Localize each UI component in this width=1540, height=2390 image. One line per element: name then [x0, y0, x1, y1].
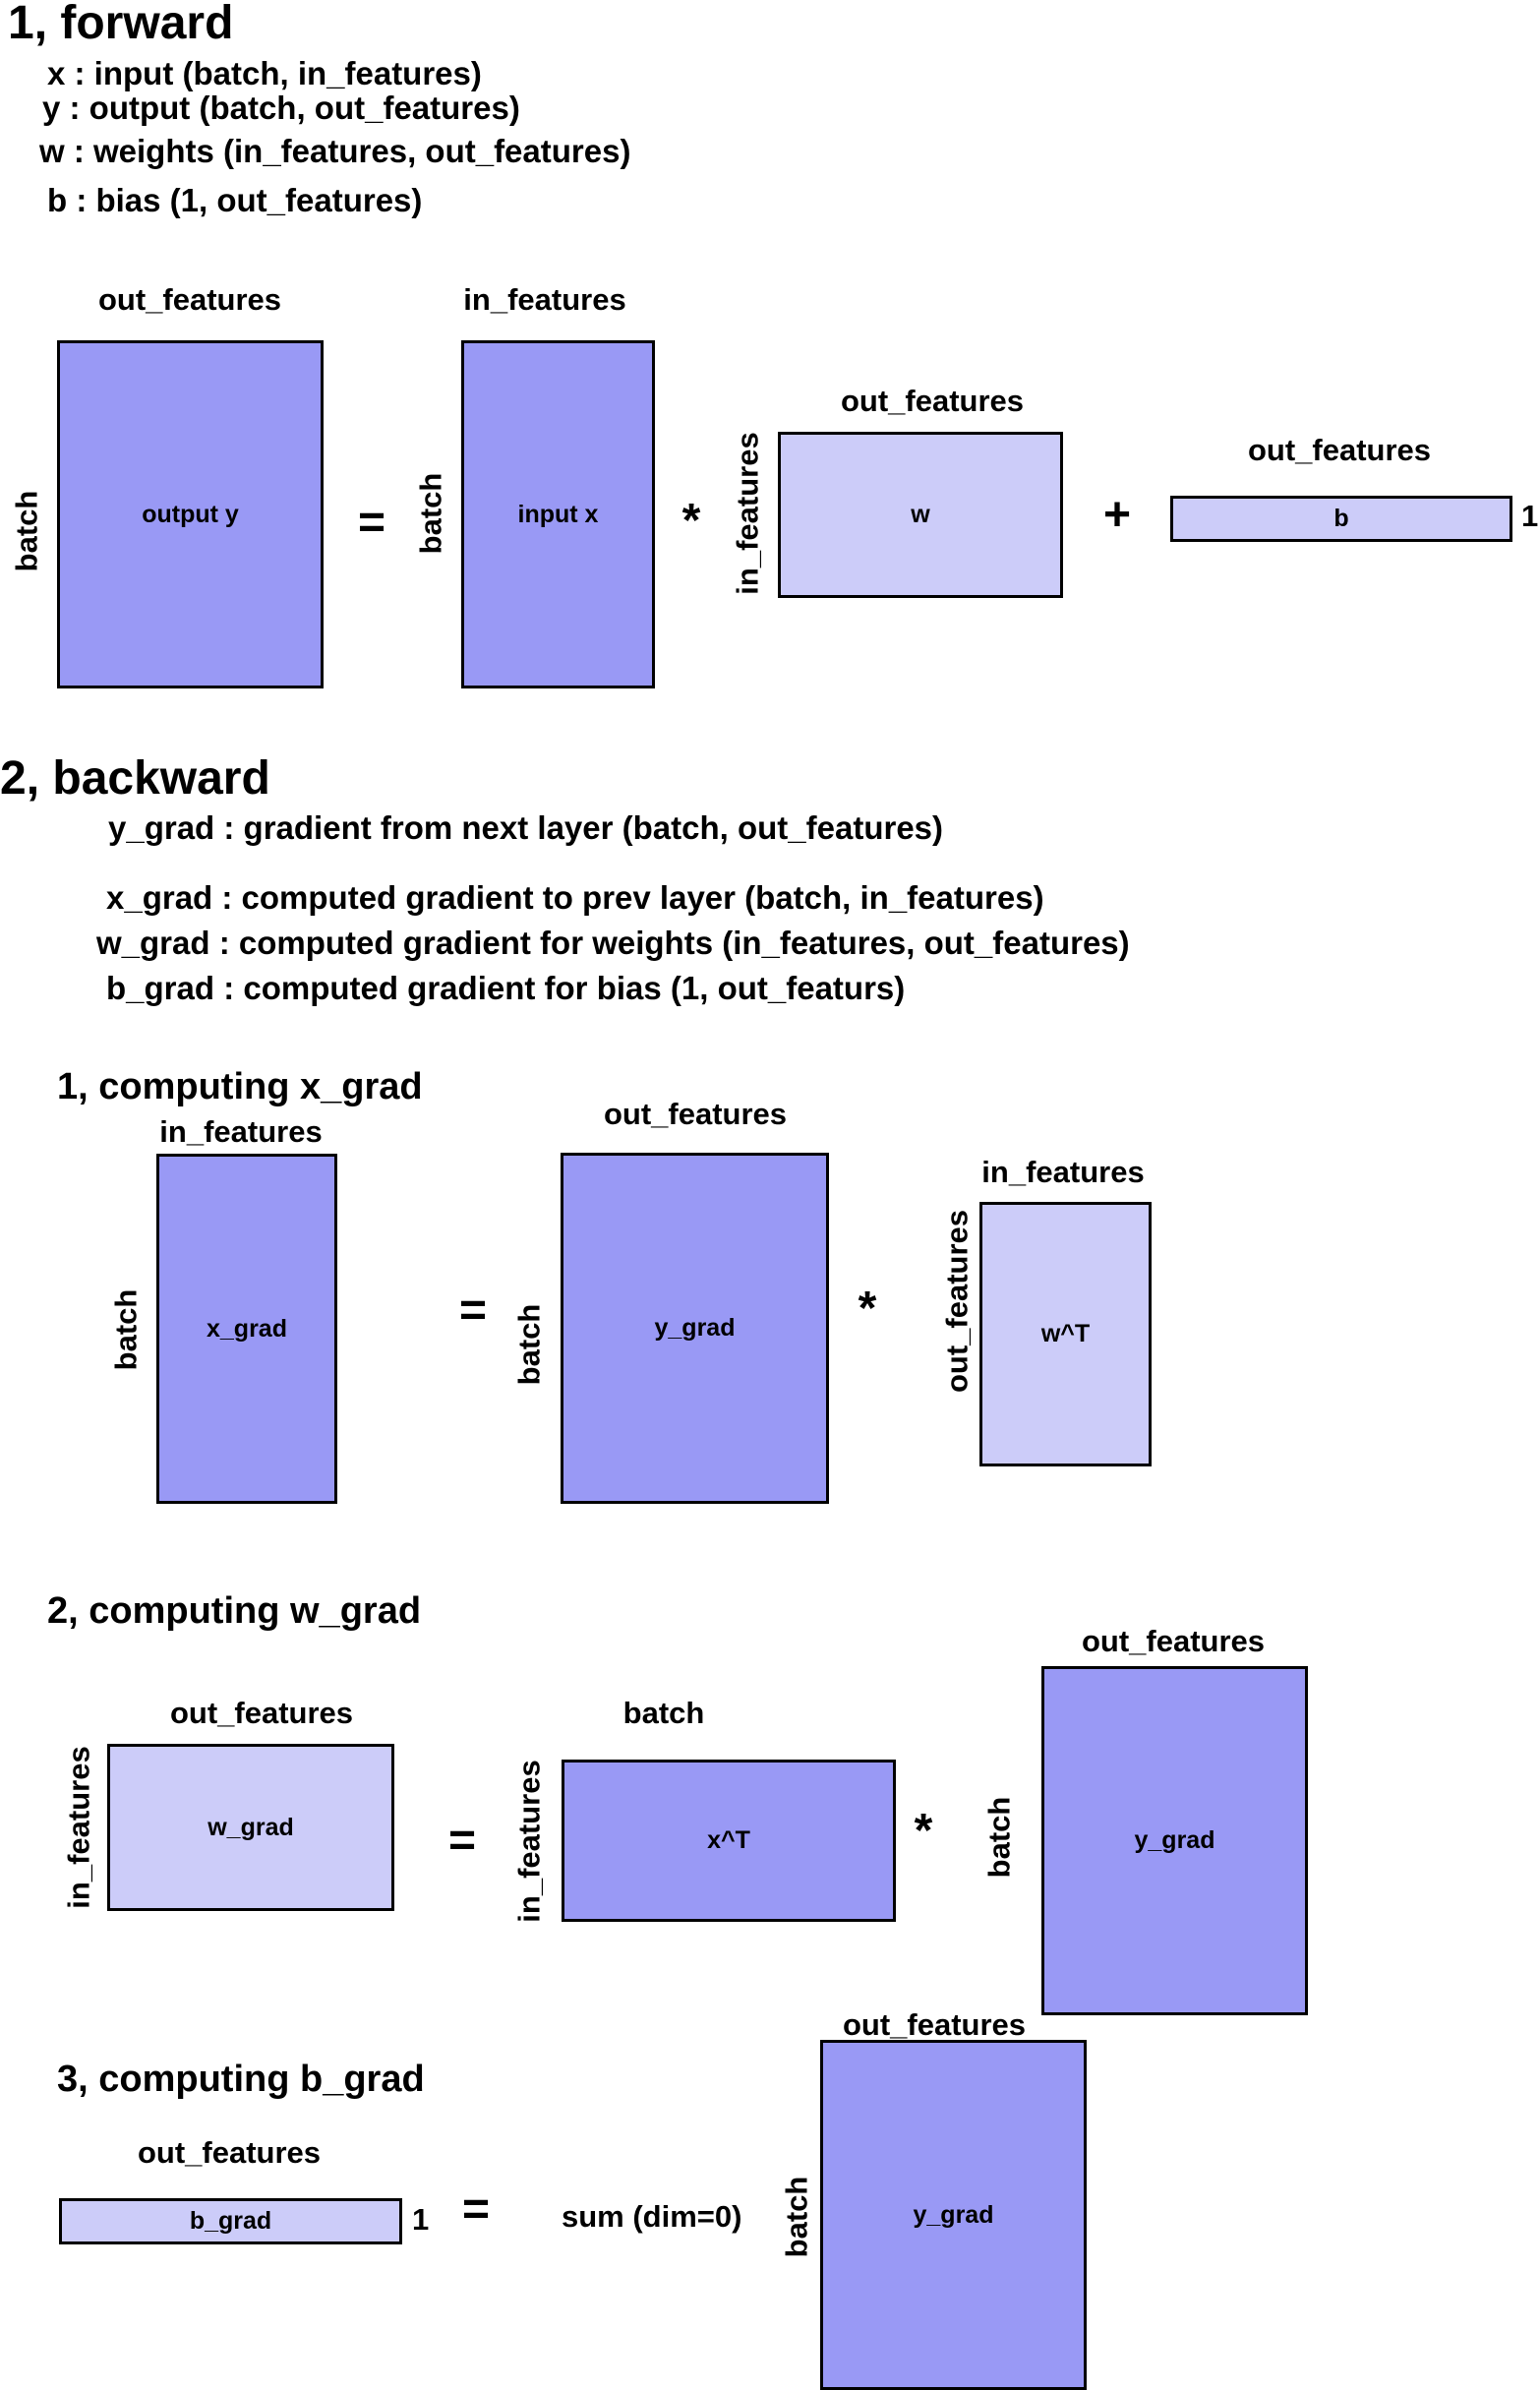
- xgrad-side-label: batch: [108, 1288, 144, 1371]
- multiply-sign: *: [681, 495, 701, 547]
- xgrad-ygrad-label: y_grad: [654, 1314, 736, 1342]
- xgrad-ygrad-top-label: out_features: [603, 1097, 788, 1131]
- forward-def-y: y : output (batch, out_features): [42, 90, 520, 126]
- backward-title: 2, backward: [0, 752, 270, 805]
- wt-side-label: out_features: [939, 1209, 975, 1394]
- bgrad-matrix: b_grad: [59, 2198, 402, 2244]
- xgrad-matrix: x_grad: [156, 1154, 337, 1504]
- wgrad-ygrad-label: y_grad: [1134, 1826, 1215, 1854]
- xgrad-multiply-sign: *: [858, 1283, 877, 1335]
- forward-title: 1, forward: [8, 0, 234, 49]
- b-dim-one: 1: [1521, 499, 1539, 533]
- xt-top-label: batch: [622, 1696, 705, 1730]
- wgrad-ygrad-top-label: out_features: [1081, 1624, 1266, 1658]
- bgrad-ygrad-side-label: batch: [779, 2176, 814, 2258]
- xgrad-equals-sign: =: [458, 1285, 488, 1337]
- wgrad-label: w_grad: [207, 1813, 294, 1841]
- wgrad-matrix: w_grad: [107, 1744, 394, 1911]
- backward-def-wgrad: w_grad : computed gradient for weights (…: [96, 925, 1130, 961]
- bgrad-ygrad-matrix: y_grad: [820, 2040, 1087, 2390]
- backward-def-xgrad: x_grad : computed gradient to prev layer…: [106, 879, 1044, 916]
- backward-def-ygrad: y_grad : gradient from next layer (batch…: [108, 809, 944, 846]
- plus-sign: +: [1102, 489, 1132, 541]
- wgrad-ygrad-side-label: batch: [981, 1796, 1017, 1879]
- xgrad-title: 1, computing x_grad: [57, 1066, 423, 1107]
- bgrad-label: b_grad: [189, 2207, 272, 2235]
- w-top-label: out_features: [840, 384, 1025, 418]
- xgrad-label: x_grad: [207, 1314, 287, 1343]
- forward-def-w: w : weights (in_features, out_features): [39, 133, 631, 169]
- w-matrix: w: [778, 432, 1063, 598]
- bgrad-dim-one: 1: [412, 2202, 430, 2237]
- xt-side-label: in_features: [511, 1760, 547, 1923]
- output-y-top-label: out_features: [97, 282, 282, 317]
- input-x-label: input x: [517, 500, 599, 528]
- bgrad-top-label: out_features: [137, 2135, 322, 2170]
- output-y-label: output y: [142, 500, 239, 528]
- wt-top-label: in_features: [981, 1155, 1145, 1189]
- wgrad-top-label: out_features: [169, 1696, 354, 1730]
- input-x-side-label: batch: [413, 472, 448, 555]
- wgrad-multiply-sign: *: [914, 1805, 933, 1857]
- xgrad-ygrad-matrix: y_grad: [561, 1153, 829, 1504]
- b-matrix: b: [1170, 496, 1512, 542]
- wgrad-equals-sign: =: [447, 1815, 477, 1867]
- b-label: b: [1333, 505, 1349, 532]
- equals-sign: =: [357, 497, 386, 549]
- bgrad-ygrad-label: y_grad: [913, 2200, 994, 2229]
- xgrad-top-label: in_features: [159, 1114, 323, 1149]
- forward-def-x: x : input (batch, in_features): [47, 55, 482, 91]
- bgrad-title: 3, computing b_grad: [57, 2059, 425, 2100]
- forward-def-b: b : bias (1, out_features): [47, 182, 423, 218]
- w-side-label: in_features: [730, 432, 765, 595]
- wt-label: w^T: [1040, 1320, 1091, 1347]
- wgrad-side-label: in_features: [61, 1746, 96, 1909]
- b-top-label: out_features: [1247, 433, 1432, 467]
- output-y-side-label: batch: [9, 490, 44, 572]
- bgrad-ygrad-top-label: out_features: [842, 2007, 1027, 2042]
- w-label: w: [911, 501, 930, 528]
- xt-matrix: x^T: [562, 1760, 896, 1922]
- wgrad-title: 2, computing w_grad: [47, 1590, 422, 1632]
- xt-label: x^T: [707, 1826, 750, 1854]
- bgrad-equals-sign: =: [461, 2183, 491, 2236]
- wgrad-ygrad-matrix: y_grad: [1041, 1666, 1308, 2015]
- input-x-top-label: in_features: [463, 282, 626, 317]
- wt-matrix: w^T: [979, 1202, 1152, 1466]
- output-y-matrix: output y: [57, 340, 324, 688]
- backward-def-bgrad: b_grad : computed gradient for bias (1, …: [106, 970, 906, 1006]
- input-x-matrix: input x: [461, 340, 655, 688]
- xgrad-ygrad-side-label: batch: [511, 1303, 547, 1386]
- sum-label: sum (dim=0): [562, 2199, 742, 2234]
